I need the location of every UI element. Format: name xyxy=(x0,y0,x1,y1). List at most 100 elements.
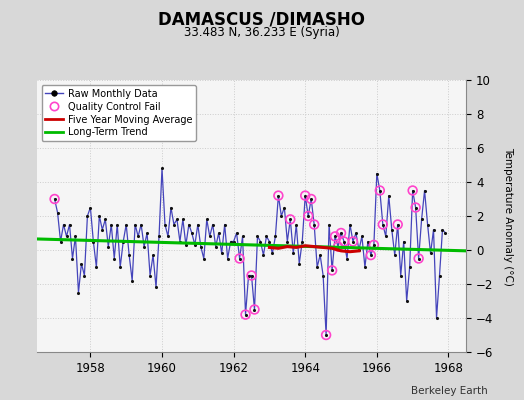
Point xyxy=(59,221,68,228)
Point xyxy=(250,306,259,313)
Point xyxy=(205,233,214,240)
Point xyxy=(381,233,390,240)
Point xyxy=(408,187,417,194)
Point xyxy=(355,247,363,253)
Point xyxy=(179,216,187,222)
Point xyxy=(66,221,74,228)
Point xyxy=(62,233,71,240)
Point xyxy=(128,278,136,284)
Point xyxy=(414,255,423,262)
Point xyxy=(411,204,420,211)
Point xyxy=(295,260,303,267)
Point xyxy=(140,243,148,250)
Point xyxy=(286,216,294,222)
Point xyxy=(253,233,261,240)
Point xyxy=(274,192,282,199)
Legend: Raw Monthly Data, Quality Control Fail, Five Year Moving Average, Long-Term Tren: Raw Monthly Data, Quality Control Fail, … xyxy=(41,85,196,141)
Point xyxy=(92,264,101,270)
Point xyxy=(394,221,402,228)
Text: Berkeley Earth: Berkeley Earth xyxy=(411,386,487,396)
Point xyxy=(214,230,223,236)
Point xyxy=(334,243,342,250)
Point xyxy=(316,252,324,258)
Point xyxy=(244,272,253,279)
Point xyxy=(193,221,202,228)
Point xyxy=(397,272,405,279)
Point xyxy=(337,230,345,236)
Point xyxy=(313,264,321,270)
Point xyxy=(262,233,270,240)
Point xyxy=(340,238,348,245)
Point xyxy=(390,252,399,258)
Point xyxy=(367,252,375,258)
Point xyxy=(441,230,450,236)
Point xyxy=(200,255,208,262)
Point xyxy=(173,216,181,222)
Point xyxy=(328,267,336,274)
Point xyxy=(369,242,378,248)
Point xyxy=(89,238,97,245)
Point xyxy=(376,187,384,194)
Point xyxy=(331,233,339,240)
Point xyxy=(176,238,184,245)
Point xyxy=(346,221,354,228)
Point xyxy=(411,204,420,211)
Point xyxy=(137,221,145,228)
Point xyxy=(170,221,178,228)
Point xyxy=(221,221,229,228)
Point xyxy=(265,238,274,245)
Point xyxy=(235,255,244,262)
Point xyxy=(379,221,387,228)
Point xyxy=(394,221,402,228)
Point xyxy=(289,250,298,257)
Point xyxy=(334,243,342,250)
Point xyxy=(268,250,277,257)
Point xyxy=(301,192,309,199)
Point xyxy=(188,230,196,236)
Point xyxy=(408,187,417,194)
Point xyxy=(438,226,446,233)
Point xyxy=(164,233,172,240)
Point xyxy=(242,311,250,318)
Point xyxy=(212,243,220,250)
Point xyxy=(57,238,65,245)
Point xyxy=(331,233,339,240)
Point xyxy=(152,284,160,290)
Point xyxy=(304,213,312,219)
Point xyxy=(149,252,157,258)
Point xyxy=(242,311,250,318)
Point xyxy=(113,221,122,228)
Point xyxy=(50,196,59,202)
Point xyxy=(217,250,226,257)
Point xyxy=(247,272,256,279)
Point xyxy=(104,243,113,250)
Point xyxy=(209,221,217,228)
Point xyxy=(271,233,280,240)
Point xyxy=(349,238,357,245)
Point xyxy=(277,213,286,219)
Point xyxy=(364,238,372,245)
Point xyxy=(161,221,169,228)
Point xyxy=(423,221,432,228)
Point xyxy=(50,196,59,202)
Point xyxy=(432,315,441,321)
Point xyxy=(429,226,438,233)
Point xyxy=(110,255,118,262)
Point xyxy=(233,230,241,236)
Point xyxy=(131,221,139,228)
Point xyxy=(250,306,259,313)
Point xyxy=(191,242,199,248)
Point xyxy=(116,264,124,270)
Point xyxy=(238,233,247,240)
Point xyxy=(310,221,319,228)
Point xyxy=(373,170,381,177)
Point xyxy=(167,204,175,211)
Point xyxy=(119,238,127,245)
Point xyxy=(414,255,423,262)
Text: 33.483 N, 36.233 E (Syria): 33.483 N, 36.233 E (Syria) xyxy=(184,26,340,39)
Point xyxy=(427,250,435,257)
Point xyxy=(337,230,345,236)
Point xyxy=(259,252,268,258)
Text: DAMASCUS /DIMASHO: DAMASCUS /DIMASHO xyxy=(158,10,366,28)
Point xyxy=(53,210,62,216)
